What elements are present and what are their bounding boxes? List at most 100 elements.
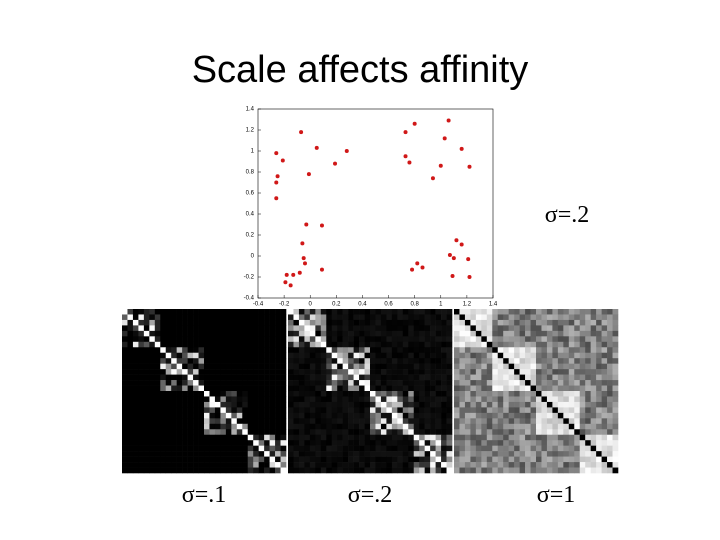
matrix-cell [590,429,597,436]
matrix-cell [612,369,619,375]
matrix-cell [236,358,243,364]
matrix-cell [508,341,515,348]
matrix-cell [508,418,515,425]
matrix-cell [193,456,199,463]
matrix-cell [315,391,322,397]
matrix-cell [315,380,322,386]
matrix-cell [370,325,376,332]
matrix-cell [530,374,537,381]
matrix-cell [326,401,333,408]
matrix-cell [446,451,453,457]
matrix-cell [304,440,311,446]
matrix-cell [315,369,322,375]
matrix-cell [579,374,586,381]
matrix-cell [258,325,265,332]
matrix-cell [253,451,259,457]
matrix-cell [375,341,382,348]
matrix-cell [541,391,548,397]
matrix-cell [424,325,431,332]
matrix-cell [579,396,586,403]
matrix-cell [209,462,216,468]
matrix-cell [298,330,305,337]
matrix-cell [397,330,404,337]
matrix-cell [171,374,177,381]
matrix-cell [143,374,150,381]
matrix-cell [304,352,311,359]
matrix-cell [127,309,134,315]
matrix-cell [563,462,570,468]
matrix-cell [247,445,254,452]
matrix-cell [331,456,338,463]
matrix-cell [486,445,493,452]
matrix-cell [331,341,338,348]
matrix-cell [337,374,343,381]
matrix-cell [359,341,365,348]
matrix-cell [612,440,619,446]
matrix-cell [231,445,238,452]
matrix-cell [280,401,287,408]
matrix-cell [607,440,613,446]
matrix-cell [402,385,409,392]
matrix-cell [209,423,216,430]
matrix-cell [242,418,249,425]
matrix-cell [590,336,597,343]
matrix-cell [492,369,499,375]
matrix-cell [149,451,156,457]
matrix-cell [574,412,581,419]
matrix-cell [247,385,254,392]
matrix-cell [182,352,188,359]
matrix-cell [563,336,570,343]
matrix-cell [397,374,404,381]
matrix-cell [386,418,393,425]
matrix-cell [165,445,172,452]
matrix-cell [236,336,243,343]
matrix-cell [525,363,531,370]
matrix-cell [541,374,548,381]
matrix-cell [386,369,393,375]
matrix-cell [557,451,564,457]
matrix-cell [304,467,311,474]
matrix-cell [342,314,349,321]
matrix-cell [497,451,504,457]
matrix-cell [280,352,287,359]
matrix-cell [607,412,613,419]
matrix-cell [359,330,365,337]
matrix-cell [568,352,575,359]
matrix-cell [590,352,597,359]
matrix-cell [375,391,382,397]
matrix-cell [364,314,371,321]
matrix-cell [293,456,300,463]
matrix-cell [149,341,156,348]
matrix-cell [176,440,183,446]
matrix-cell [225,396,232,403]
matrix-cell [585,391,591,397]
matrix-cell [441,358,447,364]
matrix-cell [143,391,150,397]
matrix-cell [574,358,581,364]
matrix-cell [536,352,542,359]
matrix-cell [348,330,354,337]
matrix-cell [590,396,597,403]
matrix-cell [331,309,338,315]
matrix-cell [359,325,365,332]
matrix-cell [519,363,526,370]
matrix-cell [127,330,134,337]
matrix-cell [536,358,542,364]
matrix-cell [536,462,542,468]
matrix-cell [435,418,442,425]
matrix-cell [143,358,150,364]
matrix-cell [557,319,564,326]
matrix-cell [552,423,559,430]
matrix-cell [408,429,415,436]
matrix-cell [552,407,559,414]
matrix-cell [122,467,128,474]
matrix-cell [253,412,259,419]
matrix-cell [320,341,327,348]
matrix-cell [231,319,238,326]
matrix-cell [386,336,393,343]
matrix-cell [231,352,238,359]
matrix-cell [536,434,542,441]
matrix-cell [492,380,499,386]
matrix-cell [220,462,227,468]
matrix-cell [386,467,393,474]
